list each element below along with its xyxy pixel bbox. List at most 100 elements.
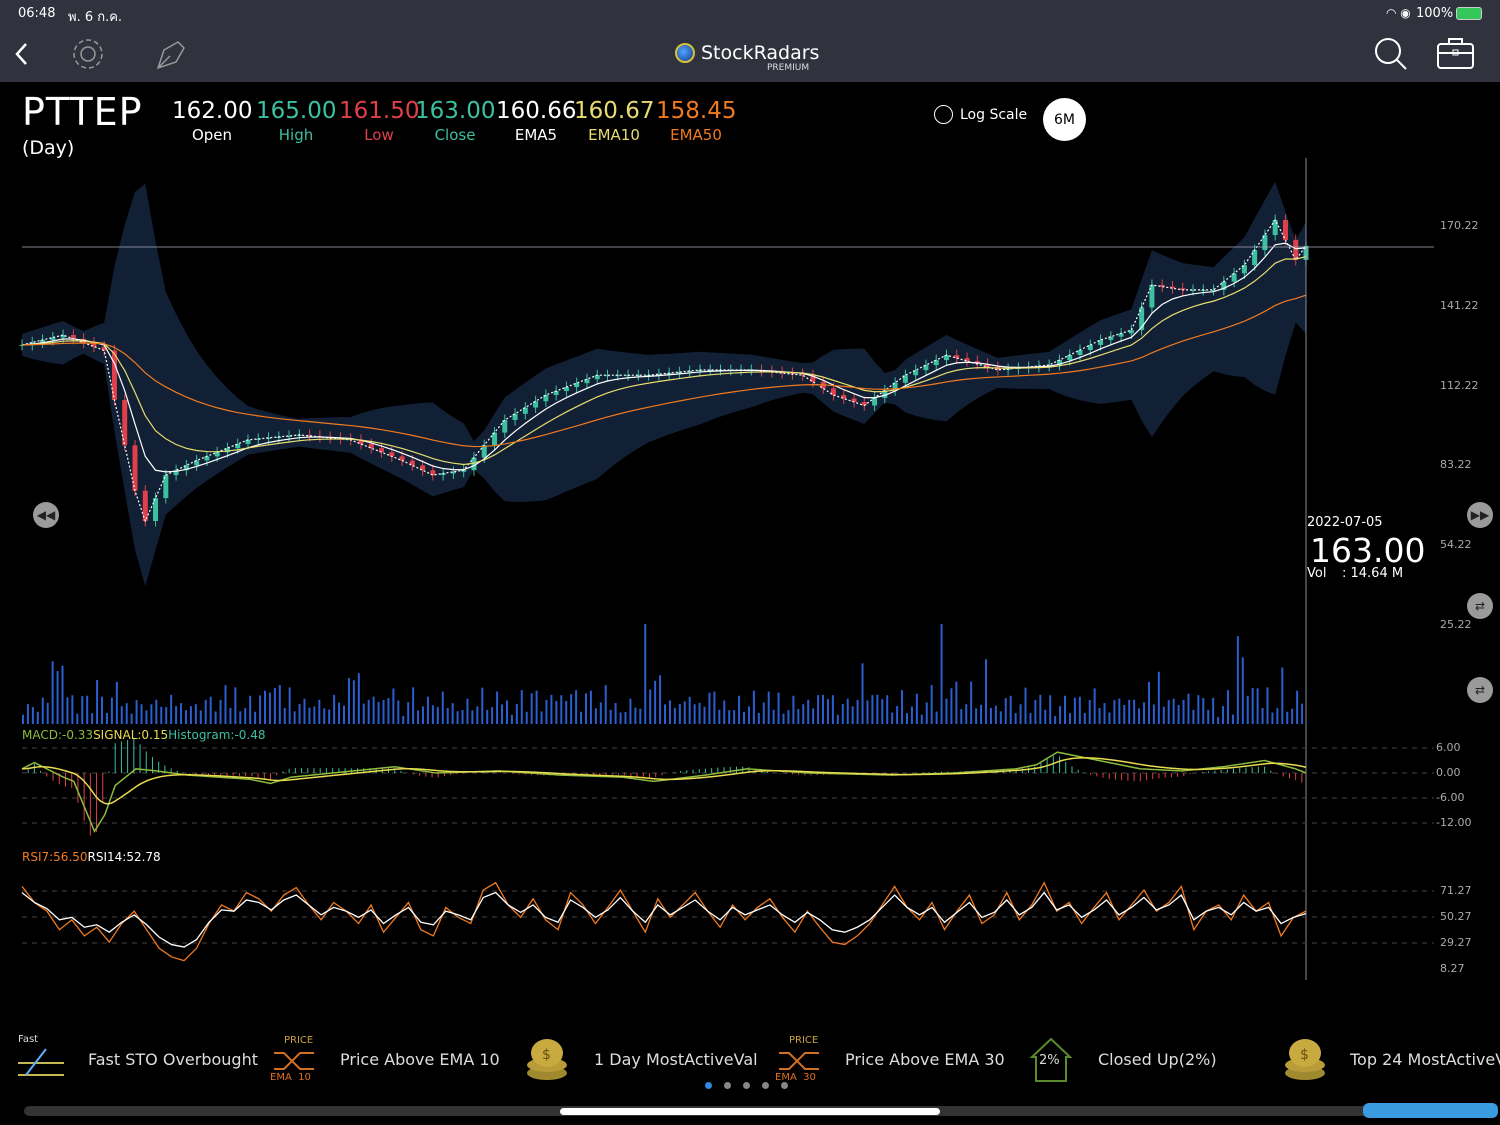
volume-bar	[180, 703, 183, 724]
volume-bar	[451, 703, 454, 724]
volume-bar	[570, 694, 573, 724]
candle	[676, 372, 682, 374]
signal-top-most-active[interactable]: $ Top 24 MostActiveV	[1280, 1032, 1500, 1087]
volume-bar	[1226, 690, 1229, 724]
volume-bar	[402, 715, 405, 724]
candle	[1272, 220, 1278, 236]
page-dot[interactable]	[762, 1082, 769, 1089]
volume-bar	[1207, 709, 1210, 724]
swap-indicator-button-2[interactable]: ⇄	[1467, 677, 1493, 703]
volume-bar	[644, 624, 647, 724]
candle	[122, 399, 128, 446]
search-icon[interactable]	[1373, 36, 1409, 72]
price-axis-label: 83.22	[1440, 458, 1472, 472]
volume-bar	[155, 699, 158, 724]
candle	[584, 379, 590, 384]
back-icon[interactable]	[10, 40, 34, 68]
candle	[594, 375, 600, 380]
volume-bar	[718, 709, 721, 724]
volume-bar	[1217, 717, 1220, 724]
volume-bar	[970, 681, 973, 724]
candle	[1056, 360, 1062, 366]
signal-price-above-ema10[interactable]: PRICE EMA 10 Price Above EMA 10	[268, 1032, 500, 1087]
range-button[interactable]: 6M	[1043, 98, 1086, 141]
status-time: 06:48	[18, 6, 56, 21]
volume-bar	[422, 706, 425, 724]
volume-bar	[846, 698, 849, 724]
volume-bar	[135, 700, 138, 724]
volume-bar	[229, 708, 232, 724]
quote-value: 160.66	[496, 98, 577, 124]
volume-bar	[387, 698, 390, 724]
scroll-range-handle[interactable]	[1363, 1103, 1498, 1118]
candle	[19, 344, 25, 346]
portfolio-icon[interactable]	[1436, 36, 1476, 70]
histogram-value: Histogram:-0.48	[168, 728, 266, 742]
volume-bar	[624, 712, 627, 724]
volume-bar	[189, 706, 192, 724]
volume-bar	[831, 695, 834, 724]
crosshair-date: 2022-07-05	[1307, 515, 1383, 530]
price-cross-ema-icon: PRICE EMA 10	[268, 1035, 320, 1085]
volume-bar	[367, 699, 370, 724]
volume-bar	[1286, 711, 1289, 724]
volume-bar	[209, 696, 212, 724]
candle	[255, 438, 261, 440]
page-dot[interactable]	[705, 1082, 712, 1089]
volume-bar	[664, 704, 666, 724]
volume-bar	[1044, 709, 1047, 724]
signal-fast-sto[interactable]: Fast Fast STO Overbought	[16, 1032, 258, 1087]
page-dot[interactable]	[781, 1082, 788, 1089]
volume-bar	[1152, 704, 1155, 724]
volume-bar	[86, 695, 89, 724]
page-dot[interactable]	[743, 1082, 750, 1089]
signal-most-active[interactable]: $ 1 Day MostActiveVal	[522, 1032, 758, 1087]
macd-value: MACD:-0.33	[22, 728, 94, 742]
candle	[183, 465, 189, 471]
volume-bar	[362, 703, 365, 724]
volume-bar	[377, 702, 380, 724]
volume-bar	[194, 704, 197, 724]
volume-bar	[244, 708, 247, 724]
page-dot[interactable]	[724, 1082, 731, 1089]
battery-percent: 100%	[1416, 6, 1454, 21]
volume-bar	[41, 697, 44, 724]
swap-indicator-button[interactable]: ⇄	[1467, 593, 1493, 619]
volume-bar	[1093, 688, 1096, 724]
volume-bar	[1108, 712, 1111, 724]
app-name: StockRadars	[701, 42, 820, 64]
log-scale-toggle[interactable]: Log Scale	[934, 105, 1027, 124]
fast-forward-button[interactable]: ▶▶	[1467, 502, 1493, 528]
fast-sto-icon	[18, 1047, 64, 1076]
volume-bar	[96, 680, 99, 724]
volume-bar	[1049, 695, 1052, 724]
volume-bar	[1039, 694, 1042, 724]
price-chart[interactable]	[0, 0, 1500, 1000]
candle	[1139, 307, 1145, 331]
volume-bar	[1231, 714, 1234, 724]
page-indicator[interactable]	[705, 1082, 788, 1089]
rsi-legend: RSI7:56.50RSI14:52.78	[22, 850, 161, 864]
volume-bar	[540, 711, 543, 724]
rsi7-value: RSI7:56.50	[22, 850, 88, 864]
volume-bar	[1113, 700, 1116, 724]
signal-price-above-ema30[interactable]: PRICE EMA 30 Price Above EMA 30	[773, 1032, 1005, 1087]
volume-bar	[1212, 697, 1215, 724]
volume-bar	[1059, 706, 1062, 724]
volume-bar	[76, 713, 79, 724]
pen-icon[interactable]	[152, 34, 192, 74]
gear-icon[interactable]	[68, 34, 108, 74]
volume-bar	[476, 706, 479, 724]
rsi14-line	[21, 891, 1307, 948]
signal-closed-up[interactable]: 2% Closed Up(2%)	[1028, 1032, 1217, 1087]
radio-icon	[934, 105, 953, 124]
candle	[1293, 239, 1299, 260]
volume-bar	[599, 702, 602, 724]
macd-axis-label: -6.00	[1436, 791, 1465, 804]
bollinger-band	[22, 181, 1306, 587]
volume-bar	[486, 709, 489, 724]
candle	[1098, 339, 1104, 345]
candle	[1067, 355, 1073, 361]
rewind-button[interactable]: ◀◀	[33, 502, 59, 528]
volume-bar	[698, 702, 701, 724]
